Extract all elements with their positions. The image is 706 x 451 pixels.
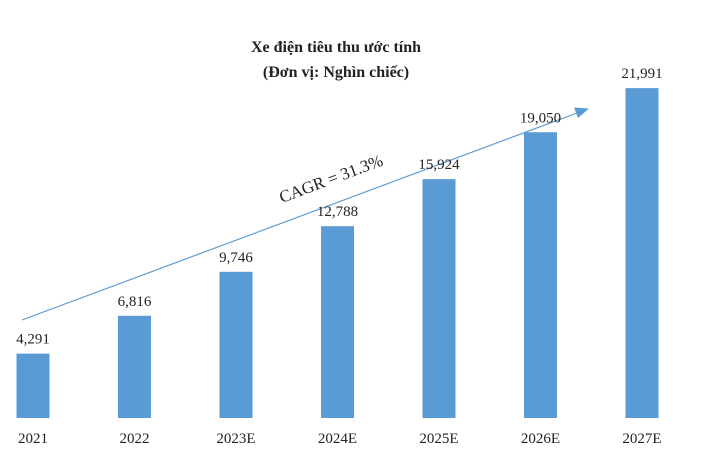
x-tick-2025E: 2025E (419, 431, 458, 447)
x-tick-2026E: 2026E (521, 431, 560, 447)
value-label-2027E: 21,991 (621, 66, 662, 82)
value-label-2022: 6,816 (118, 294, 152, 310)
bar-2024E (321, 226, 354, 418)
bar-2021 (16, 353, 50, 418)
value-labels-group: 4,291 6,816 9,746 12,788 15,924 19,050 21,991 (16, 66, 663, 348)
bar-2025E (422, 179, 456, 418)
value-label-2025E: 15,924 (418, 157, 460, 173)
cagr-annotation: CAGR = 31.3% (277, 151, 386, 207)
value-label-2021: 4,291 (16, 332, 50, 348)
value-label-2023E: 9,746 (219, 250, 253, 266)
x-tick-2027E: 2027E (622, 431, 661, 447)
x-tick-2021: 2021 (18, 431, 48, 447)
x-tick-labels-group: 2021 2022 2023E 2024E 2025E 2026E 2027E (18, 431, 662, 447)
value-label-2024E: 12,788 (317, 204, 358, 220)
cagr-arrowhead-icon (574, 107, 589, 118)
bars-group (16, 88, 659, 418)
chart-title: Xe điện tiêu thu ước tính (251, 39, 421, 56)
value-label-2026E: 19,050 (520, 110, 561, 126)
bar-2027E (625, 88, 659, 418)
x-tick-2023E: 2023E (216, 431, 255, 447)
x-tick-2022: 2022 (120, 431, 150, 447)
chart-subtitle: (Đơn vị: Nghìn chiếc) (263, 64, 409, 81)
cagr-arrow-line (21, 109, 586, 321)
bar-2022 (118, 315, 151, 418)
x-tick-2024E: 2024E (318, 431, 357, 447)
bar-2023E (219, 271, 253, 418)
bar-2026E (524, 132, 557, 418)
